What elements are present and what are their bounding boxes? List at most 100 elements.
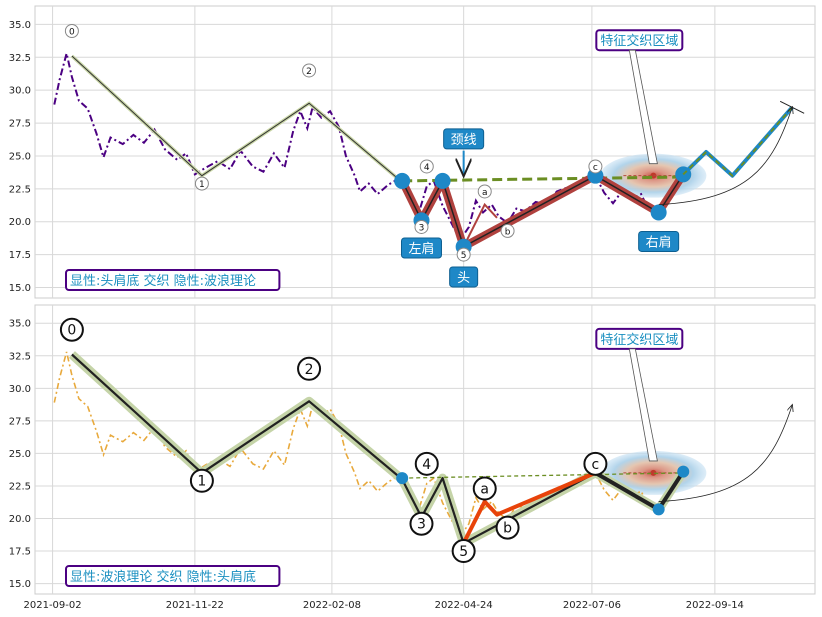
wave-label-5: 5 xyxy=(451,539,476,564)
y-tick-label: 27.5 xyxy=(9,119,31,130)
pattern-point-dot xyxy=(434,172,451,189)
wave-label-circle xyxy=(409,511,434,536)
x-axis: 2021-09-02 2021-11-22 2022-02-08 2022-04-24… xyxy=(24,600,744,611)
y-tick-label: 22.5 xyxy=(9,184,31,195)
wave-label-circle xyxy=(64,23,79,38)
wave-label-circle xyxy=(451,539,476,564)
pattern-point-dot xyxy=(650,204,667,221)
wave-label-text: 0 xyxy=(67,323,76,339)
annotation-box-text: 显性:波浪理论 交织 隐性:头肩底 xyxy=(70,569,256,585)
neckline xyxy=(402,472,684,479)
pattern-label-左肩: 左肩 xyxy=(400,237,442,259)
feature-region-label: 特征交织区域 xyxy=(595,327,684,350)
wave-label-circle xyxy=(414,451,439,476)
pattern-label-头: 头 xyxy=(449,266,479,288)
pattern-label-text: 右肩 xyxy=(646,234,672,250)
wave-label-a: a xyxy=(477,184,492,199)
target-curve-arrow xyxy=(658,107,793,206)
wave-label-circle xyxy=(189,468,214,493)
y-tick-label: 15.0 xyxy=(9,283,31,294)
wave-label-circle xyxy=(500,223,515,238)
wave-label-c: c xyxy=(583,451,608,476)
wave-label-circle xyxy=(456,247,471,262)
feature-region-text: 特征交织区域 xyxy=(600,33,678,49)
x-tick-label: 2022-02-08 xyxy=(303,600,361,611)
y-tick-label: 20.0 xyxy=(9,514,31,525)
pattern-label-text: 头 xyxy=(457,271,470,286)
wave-label-circle xyxy=(194,176,209,191)
wave-label-text: 4 xyxy=(422,457,431,473)
abc-line xyxy=(461,471,597,545)
wave-label-3: 3 xyxy=(414,219,429,234)
y-tick-label: 32.5 xyxy=(9,53,31,64)
feature-region-pointer xyxy=(628,49,658,165)
wave-label-circle xyxy=(588,159,603,174)
wave-label-circle xyxy=(477,184,492,199)
wave-label-2: 2 xyxy=(302,63,317,78)
wave-label-circle xyxy=(495,515,520,540)
target-curve-arrow xyxy=(658,405,793,502)
feature-region-box xyxy=(595,327,684,350)
wave-label-0: 0 xyxy=(64,23,79,38)
ab-line xyxy=(462,202,498,248)
pattern-label-box xyxy=(638,230,680,252)
y-tick-label: 17.5 xyxy=(9,250,31,261)
wave-label-circle xyxy=(419,159,434,174)
plot-area xyxy=(34,304,816,595)
wave-label-text: 2 xyxy=(306,67,312,77)
y-tick-label: 25.0 xyxy=(9,449,31,460)
pattern-label-颈线: 颈线 xyxy=(443,128,485,150)
feature-region-box xyxy=(595,29,684,52)
feature-region-label: 特征交织区域 xyxy=(595,29,684,52)
wave-label-text: 5 xyxy=(461,251,467,261)
pattern-label-右肩: 右肩 xyxy=(638,230,680,252)
y-tick-label: 35.0 xyxy=(9,319,31,330)
pattern-label-box xyxy=(400,237,442,259)
wave-label-text: b xyxy=(503,521,512,537)
annotation-box-text: 显性:头肩底 交织 隐性:波浪理论 xyxy=(70,273,256,289)
wave-line xyxy=(71,55,403,183)
y-tick-label: 17.5 xyxy=(9,547,31,558)
bottom-panel: 15.0 17.5 20.0 22.5 25.0 27.5 30.0 32.5 35.0 0 1 2 3… xyxy=(9,304,816,595)
pattern-label-box xyxy=(443,128,485,150)
wave-label-text: 1 xyxy=(199,180,205,190)
x-tick-label: 2022-04-24 xyxy=(435,600,493,611)
wave-label-text: 2 xyxy=(305,362,314,378)
y-tick-label: 15.0 xyxy=(9,579,31,590)
wave-label-circle xyxy=(297,356,322,381)
wave-label-b: b xyxy=(500,223,515,238)
y-tick-label: 30.0 xyxy=(9,86,31,97)
wave-label-1: 1 xyxy=(189,468,214,493)
annotation-box-frame xyxy=(65,269,281,291)
wave-label-text: 4 xyxy=(424,163,430,173)
wave-label-text: 1 xyxy=(197,474,206,490)
pattern-label-box xyxy=(449,266,479,288)
gridlines xyxy=(35,6,815,298)
y-tick-label: 32.5 xyxy=(9,351,31,362)
y-tick-label: 30.0 xyxy=(9,384,31,395)
x-tick-label: 2022-07-06 xyxy=(563,600,621,611)
pattern-label-text: 颈线 xyxy=(451,133,477,148)
wave-label-5: 5 xyxy=(456,247,471,262)
pattern-label-text: 左肩 xyxy=(408,241,434,257)
annotation-box-frame xyxy=(65,565,281,587)
pattern-point-dot xyxy=(396,472,409,485)
x-tick-label: 2021-09-02 xyxy=(24,600,82,611)
wave-label-circle xyxy=(59,317,84,342)
annotation-box: 显性:头肩底 交织 隐性:波浪理论 xyxy=(65,269,281,291)
pattern-point-dot xyxy=(394,172,411,189)
wave-label-text: b xyxy=(505,227,511,237)
wave-label-4: 4 xyxy=(414,451,439,476)
wave-label-text: c xyxy=(593,163,598,173)
wave-label-c: c xyxy=(588,159,603,174)
pattern-point-dot xyxy=(652,503,665,516)
feature-region-pointer xyxy=(628,348,658,462)
wave-label-circle xyxy=(472,476,497,501)
y-tick-label: 22.5 xyxy=(9,481,31,492)
wave-label-a: a xyxy=(472,476,497,501)
y-tick-label: 27.5 xyxy=(9,416,31,427)
wave-label-4: 4 xyxy=(419,159,434,174)
wave-label-circle xyxy=(302,63,317,78)
wave-label-text: c xyxy=(592,457,600,473)
pattern-point-dot xyxy=(677,465,690,478)
